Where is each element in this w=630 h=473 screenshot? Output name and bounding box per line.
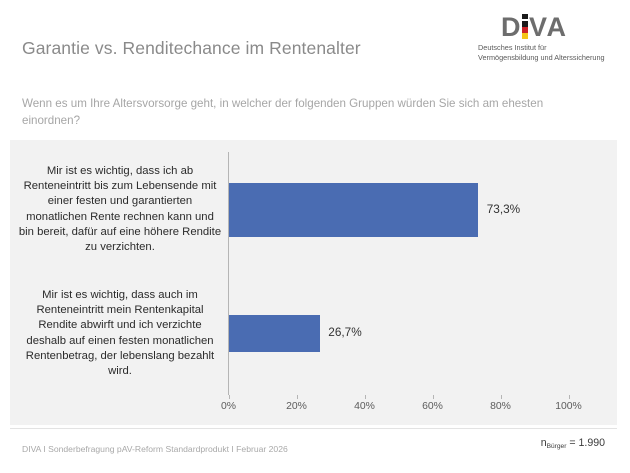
bar-series-1 bbox=[229, 315, 320, 352]
bar-value-label: 73,3% bbox=[486, 202, 521, 216]
logo-subtitle-line1: Deutsches Institut für bbox=[478, 43, 547, 52]
x-axis-tick bbox=[228, 395, 230, 399]
y-axis-line bbox=[228, 152, 229, 395]
n-value: = 1.990 bbox=[569, 437, 605, 449]
x-axis-tick bbox=[500, 395, 502, 399]
question-text: Wenn es um Ihre Altersvorsorge geht, in … bbox=[22, 97, 544, 127]
x-axis-tick-label: 40% bbox=[354, 401, 375, 412]
logo-subtitle-line2: Vermögensbildung und Alterssicherung bbox=[478, 53, 605, 62]
logo-subtitle: Deutsches Institut für Vermögensbildung … bbox=[478, 43, 618, 63]
bar-series-0 bbox=[229, 183, 479, 237]
category-label: Mir ist es wichtig, dass ich ab Rentenei… bbox=[18, 165, 222, 254]
footer-divider bbox=[10, 428, 617, 429]
chart-panel: Mir ist es wichtig, dass ich ab Rentenei… bbox=[10, 140, 617, 425]
x-axis-tick bbox=[432, 395, 434, 399]
x-axis-tick-label: 100% bbox=[555, 401, 582, 412]
diva-logo: D V A Deutsches Institut für Vermögensbi… bbox=[478, 14, 618, 63]
n-symbol: n bbox=[540, 437, 547, 449]
x-axis-tick-label: 80% bbox=[490, 401, 511, 412]
german-flag-bar-icon bbox=[521, 14, 528, 39]
x-axis-tick-label: 20% bbox=[286, 401, 307, 412]
logo-letter-d: D bbox=[501, 12, 521, 42]
logo-wordmark: D V A bbox=[501, 12, 618, 42]
x-axis-tick bbox=[364, 395, 366, 399]
bar-value-label: 26,7% bbox=[328, 325, 362, 339]
x-axis-tick-label: 0% bbox=[220, 401, 237, 412]
category-label: Mir ist es wichtig, dass auch im Rentene… bbox=[25, 289, 215, 378]
page-title: Garantie vs. Renditechance im Rentenalte… bbox=[22, 38, 361, 58]
n-subscript: Bürger bbox=[546, 443, 567, 450]
logo-letter-a: A bbox=[546, 12, 567, 42]
x-axis-tick bbox=[568, 395, 570, 399]
footer-sample-size: nBürger = 1.990 bbox=[540, 437, 605, 450]
logo-letter-v: V bbox=[529, 12, 547, 42]
x-axis-tick bbox=[296, 395, 298, 399]
footer-source: DIVA I Sonderbefragung pAV-Reform Standa… bbox=[22, 444, 288, 454]
x-axis-tick-label: 60% bbox=[422, 401, 443, 412]
